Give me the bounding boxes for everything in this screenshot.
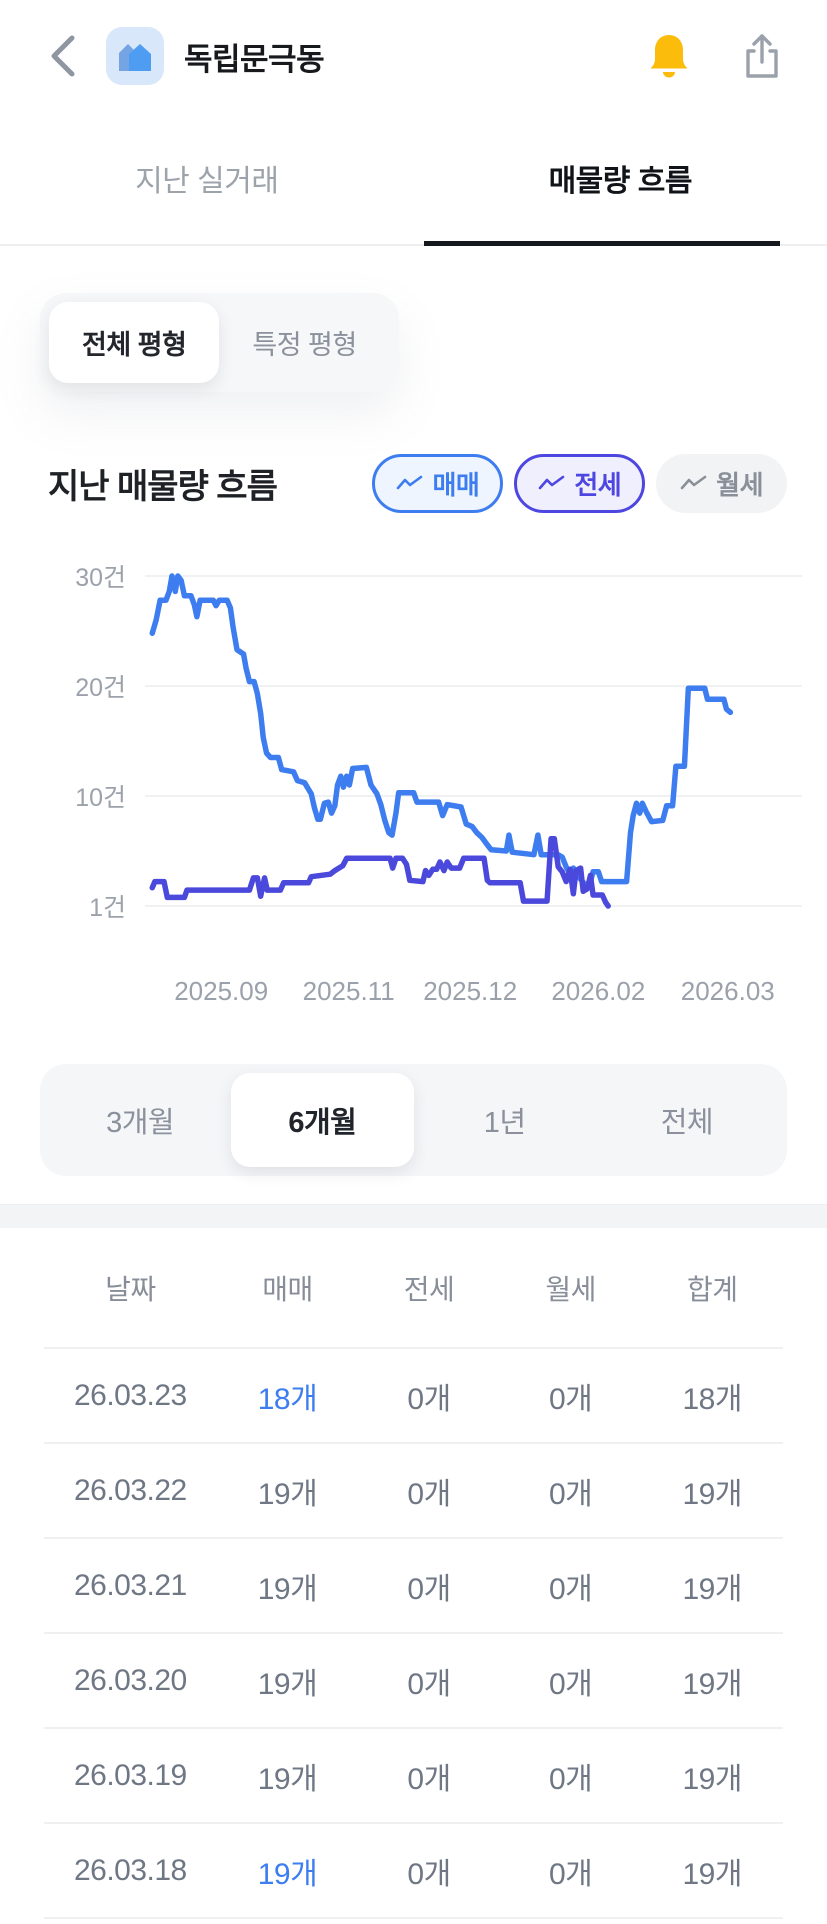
- cell-sale: 19개: [257, 1762, 318, 1796]
- cell-monthly: 0개: [548, 1477, 593, 1511]
- active-tab-underline: [424, 241, 780, 246]
- chart-legend: 매매 전세 월세: [372, 454, 787, 513]
- table-row[interactable]: 26.03.20 19개 0개 0개 19개: [44, 1634, 783, 1729]
- cell-jeonse: 0개: [407, 1382, 451, 1416]
- legend-chip-monthly[interactable]: 월세: [656, 454, 787, 513]
- cell-jeonse: 0개: [407, 1477, 451, 1511]
- legend-chip-sale[interactable]: 매매: [372, 454, 504, 513]
- y-axis-label: 20건: [75, 674, 126, 702]
- notification-button[interactable]: [647, 31, 691, 81]
- cell-monthly: 0개: [548, 1667, 593, 1701]
- cell-jeonse: 0개: [407, 1762, 451, 1796]
- col-header-monthly: 월세: [545, 1273, 596, 1305]
- cell-total: 19개: [682, 1762, 742, 1796]
- x-axis: 2025.09 2025.11 2025.12 2026.02 2026.03: [145, 962, 802, 1006]
- col-header-jeonse: 전세: [403, 1273, 455, 1305]
- y-axis-label: 1건: [89, 894, 126, 922]
- filter-all-sizes[interactable]: 전체 평형: [49, 302, 220, 383]
- cell-date: 26.03.23: [73, 1378, 187, 1412]
- cell-total: 19개: [682, 1572, 742, 1606]
- period-6m[interactable]: 6개월: [231, 1073, 414, 1167]
- cell-total: 18개: [682, 1382, 742, 1416]
- col-header-date: 날짜: [105, 1273, 156, 1305]
- cell-monthly: 0개: [548, 1572, 593, 1606]
- section-title: 지난 매물량 흐름: [48, 468, 278, 506]
- table-row[interactable]: 26.03.21 19개 0개 0개 19개: [44, 1539, 783, 1634]
- share-button[interactable]: [741, 32, 783, 80]
- cell-sale: 19개: [257, 1667, 318, 1701]
- chevron-left-icon: [51, 35, 75, 77]
- back-button[interactable]: [48, 32, 82, 80]
- x-axis-label: 2025.12: [423, 976, 518, 1006]
- tab-listing-volume[interactable]: 매물량 흐름: [548, 165, 693, 198]
- col-header-total: 합계: [686, 1273, 738, 1305]
- share-icon: [746, 34, 778, 78]
- period-filter: 3개월 6개월 1년 전체: [40, 1064, 787, 1176]
- cell-date: 26.03.19: [73, 1758, 187, 1792]
- cell-date: 26.03.22: [73, 1473, 187, 1507]
- x-axis-label: 2025.09: [174, 976, 269, 1006]
- y-axis-label: 10건: [75, 784, 126, 812]
- x-axis-label: 2026.02: [551, 976, 646, 1006]
- table-row[interactable]: 26.03.23 18개 0개 0개 18개: [44, 1349, 783, 1444]
- tab-past-transactions[interactable]: 지난 실거래: [135, 165, 279, 198]
- cell-monthly: 0개: [548, 1857, 593, 1891]
- size-filter: 전체 평형 특정 평형: [40, 293, 399, 392]
- tab-bar: 지난 실거래 매물량 흐름: [0, 112, 827, 246]
- cell-total: 19개: [682, 1667, 742, 1701]
- period-1y[interactable]: 1년: [483, 1107, 526, 1139]
- page-title: 독립문극동: [184, 41, 325, 77]
- period-all[interactable]: 전체: [660, 1107, 714, 1139]
- cell-sale: 18개: [257, 1382, 318, 1416]
- cell-monthly: 0개: [548, 1762, 593, 1796]
- series-line-매매: [149, 573, 734, 890]
- bell-icon: [650, 35, 688, 78]
- col-header-sale: 매매: [262, 1273, 313, 1305]
- legend-label-sale: 매매: [432, 470, 480, 500]
- cell-date: 26.03.20: [73, 1663, 187, 1697]
- cell-jeonse: 0개: [407, 1572, 451, 1606]
- filter-specific-sizes[interactable]: 특정 평형: [252, 330, 357, 360]
- cell-sale: 19개: [257, 1477, 318, 1511]
- listing-table: 날짜 매매 전세 월세 합계 26.03.23 18개 0개 0개 18개 26.03.2…: [0, 1228, 827, 1919]
- cell-date: 26.03.21: [73, 1568, 187, 1602]
- y-axis: 30건 20건 10건 1건: [0, 548, 126, 948]
- header-actions: [647, 31, 783, 81]
- legend-label-jeonse: 전세: [574, 470, 622, 500]
- x-axis-label: 2025.11: [302, 976, 395, 1006]
- cell-date: 26.03.18: [73, 1853, 187, 1887]
- table-row[interactable]: 26.03.22 19개 0개 0개 19개: [44, 1444, 783, 1539]
- cell-total: 19개: [682, 1477, 742, 1511]
- x-axis-label: 2026.03: [680, 976, 775, 1006]
- cell-jeonse: 0개: [407, 1667, 451, 1701]
- cell-total: 19개: [682, 1857, 742, 1891]
- house-icon: [106, 27, 164, 85]
- table-row[interactable]: 26.03.18 19개 0개 0개 19개: [44, 1824, 783, 1919]
- period-3m[interactable]: 3개월: [106, 1107, 175, 1139]
- cell-monthly: 0개: [548, 1382, 593, 1416]
- series-line-전세: [149, 836, 611, 909]
- legend-chip-jeonse[interactable]: 전세: [514, 454, 646, 513]
- cell-jeonse: 0개: [407, 1857, 451, 1891]
- cell-sale: 19개: [257, 1572, 318, 1606]
- app-header: 독립문극동: [0, 0, 827, 112]
- trend-line-icon: [539, 475, 565, 490]
- cell-sale: 19개: [257, 1857, 318, 1891]
- listing-table-body: 26.03.23 18개 0개 0개 18개 26.03.22 19개 0개 0개 19개 26.0…: [44, 1349, 783, 1919]
- listing-volume-chart: 30건 20건 10건 1건 2025.09 2025.11 2025.12 2026.02…: [0, 548, 827, 1028]
- legend-label-monthly: 월세: [716, 470, 763, 500]
- table-row[interactable]: 26.03.19 19개 0개 0개 19개: [44, 1729, 783, 1824]
- chart-section-header: 지난 매물량 흐름 매매 전세 월세: [0, 454, 827, 513]
- y-axis-label: 30건: [75, 564, 126, 592]
- trend-line-icon: [680, 475, 707, 490]
- table-header: 날짜 매매 전세 월세 합계: [44, 1228, 783, 1349]
- section-separator: [0, 1204, 827, 1228]
- trend-line-icon: [397, 475, 423, 490]
- chart-plot: [145, 548, 802, 948]
